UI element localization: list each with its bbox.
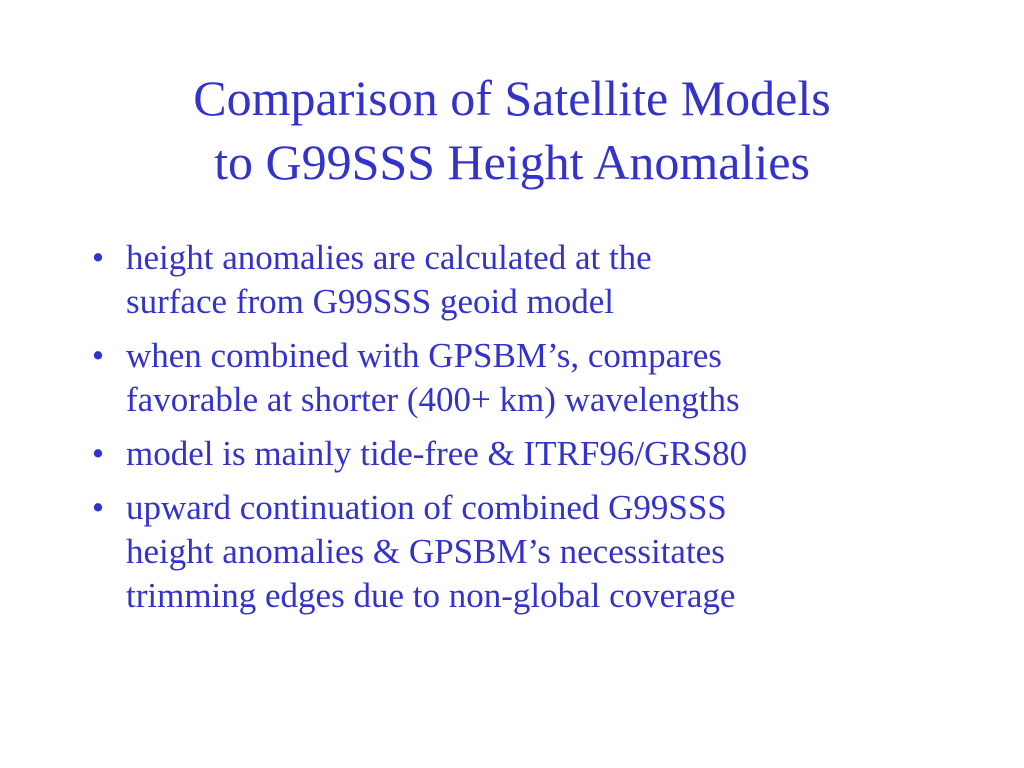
bullet-item-4: • upward continuation of combined G99SSS… bbox=[86, 486, 966, 618]
bullet-1-line-1: height anomalies are calculated at the bbox=[126, 238, 652, 277]
bullet-3-line-1: model is mainly tide-free & ITRF96/GRS80 bbox=[126, 434, 748, 473]
bullet-1-line-2: surface from G99SSS geoid model bbox=[126, 282, 614, 321]
bullet-dot-icon: • bbox=[91, 488, 105, 527]
slide-title: Comparison of Satellite Models to G99SSS… bbox=[60, 66, 964, 194]
bullet-dot-icon: • bbox=[91, 434, 105, 473]
bullet-item-3: • model is mainly tide-free & ITRF96/GRS… bbox=[86, 432, 966, 476]
bullet-item-2: • when combined with GPSBM’s, compares f… bbox=[86, 334, 966, 422]
bullet-2-line-2: favorable at shorter (400+ km) wavelengt… bbox=[126, 380, 740, 419]
bullet-dot-icon: • bbox=[91, 238, 105, 277]
bullet-4-line-1: upward continuation of combined G99SSS bbox=[126, 488, 727, 527]
slide-title-line-2: to G99SSS Height Anomalies bbox=[214, 134, 810, 190]
bullet-item-1: • height anomalies are calculated at the… bbox=[86, 236, 966, 324]
bullet-dot-icon: • bbox=[91, 336, 105, 375]
bullet-4-line-2: height anomalies & GPSBM’s necessitates bbox=[126, 532, 725, 571]
bullet-4-line-3: trimming edges due to non-global coverag… bbox=[126, 576, 736, 615]
bullet-2-line-1: when combined with GPSBM’s, compares bbox=[126, 336, 722, 375]
bullet-list: • height anomalies are calculated at the… bbox=[86, 236, 966, 628]
slide-title-line-1: Comparison of Satellite Models bbox=[193, 70, 831, 126]
